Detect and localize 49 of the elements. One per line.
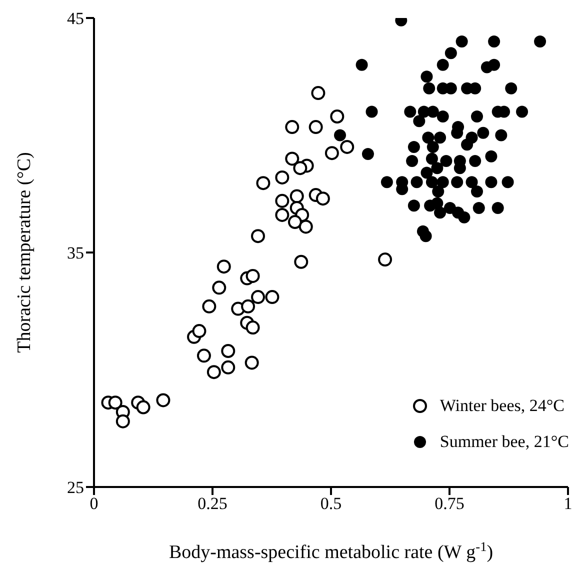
point (116, 414, 130, 428)
point (288, 215, 302, 230)
point (108, 396, 122, 410)
point (136, 400, 150, 414)
point (311, 86, 326, 100)
point (251, 290, 266, 304)
point (156, 393, 170, 408)
point (285, 120, 300, 134)
x-tick-label: 0.25 (198, 494, 228, 514)
point (298, 220, 313, 234)
point (275, 208, 290, 222)
point (330, 109, 344, 124)
point (196, 348, 211, 363)
point (265, 290, 280, 304)
x-axis-title: Body-mass-specific metabolic rate (W g$^{-1}$) (168, 538, 494, 563)
legend-label: Winter bees, 24°C (440, 396, 565, 416)
point (294, 254, 308, 269)
point (293, 161, 308, 176)
y-tick-label: 35 (67, 244, 84, 263)
x-tick-label: 0 (90, 494, 98, 514)
x-tick-label: 1 (564, 494, 572, 514)
point (241, 299, 256, 314)
point (275, 194, 290, 208)
legend-label: Summer bee, 21°C (440, 432, 569, 452)
point (275, 170, 290, 184)
point (246, 268, 260, 283)
point (216, 260, 231, 274)
point (316, 192, 330, 206)
point (246, 320, 260, 335)
y-axis-title: Thoracic temperature (°C) (14, 152, 35, 353)
point (251, 229, 266, 244)
point (192, 324, 206, 338)
point (221, 344, 236, 358)
point (256, 176, 270, 190)
point (308, 120, 323, 134)
point (340, 140, 354, 154)
point (202, 299, 216, 314)
x-tick-label: 0.5 (320, 494, 342, 514)
x-tick-label: 0.75 (434, 494, 464, 514)
point (244, 356, 259, 370)
point (290, 189, 304, 204)
y-tick-label: 45 (67, 9, 84, 28)
point (221, 360, 236, 374)
point (285, 152, 300, 166)
point (324, 146, 339, 160)
point (212, 280, 226, 295)
y-tick-label: 25 (67, 478, 84, 498)
point (206, 365, 221, 380)
point (378, 252, 392, 267)
